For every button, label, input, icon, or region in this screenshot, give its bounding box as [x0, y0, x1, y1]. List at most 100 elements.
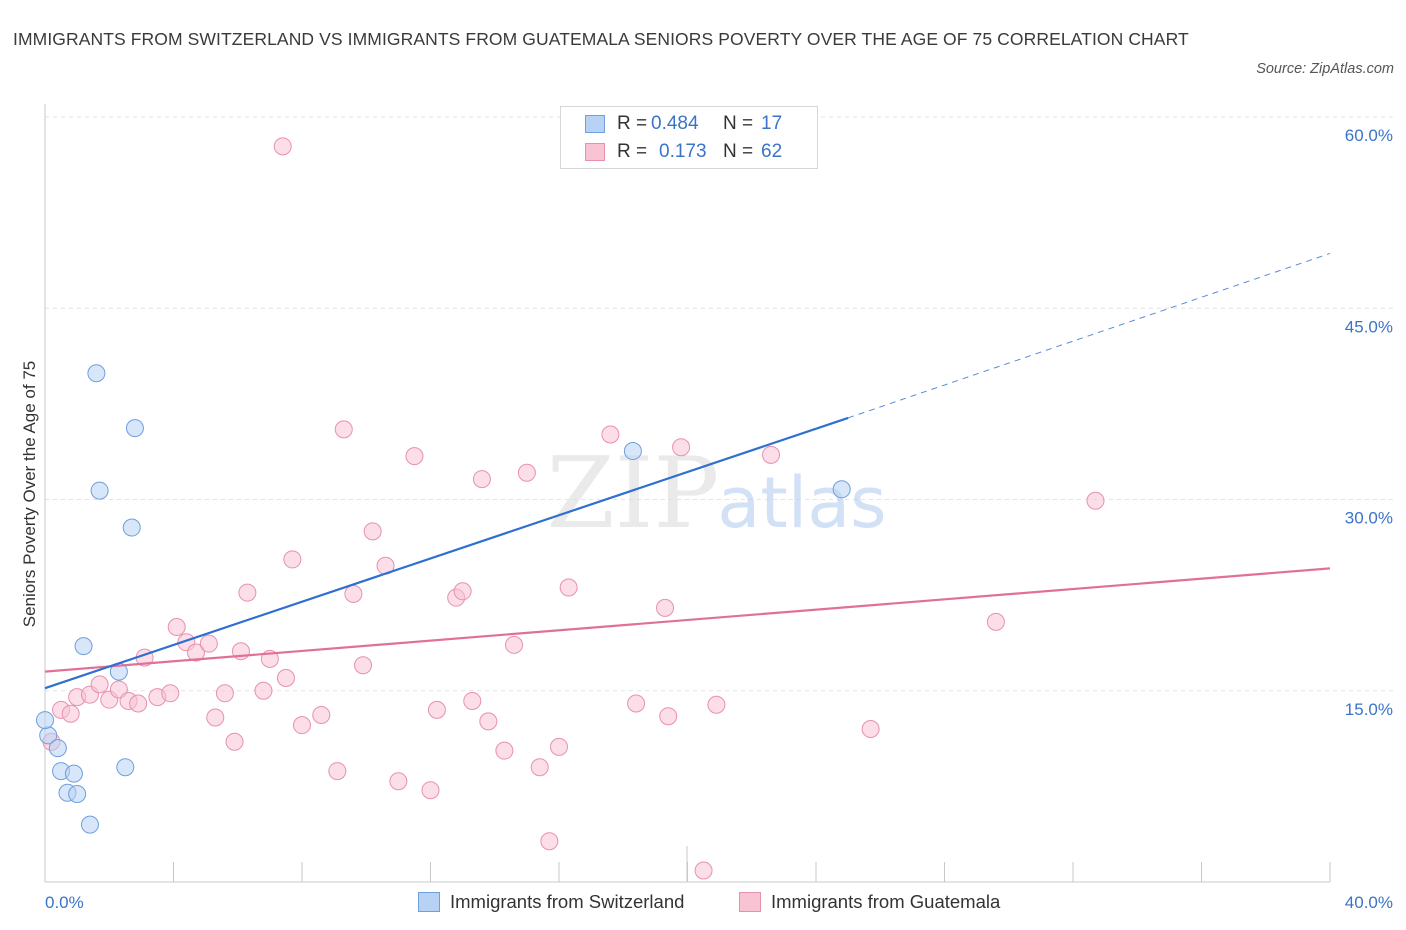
- point-guatemala: [421, 781, 440, 800]
- legend-n-value: 62: [761, 141, 783, 162]
- point-guatemala: [283, 550, 302, 569]
- point-guatemala: [479, 712, 498, 731]
- point-guatemala: [328, 762, 347, 781]
- point-guatemala: [61, 704, 80, 723]
- bottom-legend-label-switzerland: Immigrants from Switzerland: [450, 891, 685, 912]
- point-guatemala: [167, 618, 186, 636]
- point-switzerland: [122, 518, 141, 537]
- trend-line-switzerland-extension: [847, 252, 1331, 419]
- point-guatemala: [354, 656, 373, 675]
- point-guatemala: [707, 695, 726, 714]
- y-tick-label: 30.0%: [1345, 509, 1393, 528]
- bottom-legend-swatch-guatemala: [739, 892, 761, 912]
- legend-swatch-guatemala: [585, 143, 605, 161]
- legend-swatch-switzerland: [585, 115, 605, 133]
- legend-n-value: 17: [761, 113, 783, 134]
- point-guatemala: [405, 447, 424, 466]
- point-guatemala: [199, 634, 218, 653]
- point-guatemala: [90, 675, 109, 694]
- point-guatemala: [694, 861, 713, 880]
- point-guatemala: [1086, 491, 1105, 510]
- point-guatemala: [389, 772, 408, 791]
- legend-r-label: R =: [617, 141, 648, 162]
- point-guatemala: [129, 694, 148, 713]
- point-guatemala: [672, 438, 691, 457]
- grid-layer: [45, 116, 1395, 692]
- point-guatemala: [505, 635, 524, 654]
- point-guatemala: [427, 700, 446, 719]
- point-guatemala: [109, 680, 128, 699]
- point-switzerland: [87, 364, 106, 383]
- legend-r-value: 0.173: [659, 141, 707, 162]
- series-guatemala-points: [42, 137, 1105, 880]
- y-tick-label: 15.0%: [1345, 700, 1393, 719]
- point-guatemala: [186, 643, 205, 662]
- bottom-legend-switzerland: Immigrants from Switzerland: [418, 889, 684, 915]
- point-switzerland: [36, 711, 54, 730]
- legend-r-value: 0.484: [651, 113, 699, 134]
- point-guatemala: [627, 694, 646, 713]
- y-axis-title: Seniors Poverty Over the Age of 75: [20, 361, 39, 627]
- point-guatemala: [986, 612, 1005, 631]
- point-switzerland: [116, 758, 135, 777]
- legend-row-guatemala: R = 0.173 N = 62: [585, 140, 782, 164]
- point-switzerland: [623, 442, 642, 461]
- legend-r-label: R =: [617, 113, 648, 134]
- point-switzerland: [68, 785, 87, 804]
- legend-n-label: N =: [723, 141, 754, 162]
- point-guatemala: [312, 705, 331, 724]
- axis-layer: [44, 104, 1331, 883]
- axis-labels: 15.0% 30.0% 45.0% 60.0% 0.0% 40.0%: [45, 126, 1393, 912]
- point-guatemala: [363, 522, 382, 541]
- trend-line-switzerland: [44, 416, 849, 690]
- point-switzerland: [74, 637, 93, 656]
- chart-title: IMMIGRANTS FROM SWITZERLAND VS IMMIGRANT…: [13, 29, 1189, 49]
- chart-source: Source: ZipAtlas.com: [1256, 61, 1394, 77]
- point-guatemala: [238, 583, 257, 602]
- point-guatemala: [463, 691, 482, 710]
- y-tick-label: 60.0%: [1345, 126, 1393, 145]
- point-guatemala: [762, 445, 781, 464]
- legend-n-label: N =: [723, 113, 754, 134]
- point-switzerland: [48, 739, 67, 758]
- point-guatemala: [861, 720, 880, 738]
- trend-lines: [44, 252, 1331, 690]
- point-guatemala: [206, 708, 225, 727]
- point-guatemala: [559, 578, 578, 597]
- bottom-legend-guatemala: Immigrants from Guatemala: [739, 889, 1000, 915]
- point-switzerland: [125, 419, 144, 438]
- point-guatemala: [472, 470, 491, 489]
- point-guatemala: [161, 684, 180, 703]
- point-guatemala: [334, 420, 353, 439]
- point-guatemala: [293, 716, 311, 735]
- point-guatemala: [276, 669, 295, 687]
- point-guatemala: [254, 681, 273, 700]
- point-switzerland: [64, 764, 83, 783]
- point-guatemala: [225, 732, 244, 751]
- point-guatemala: [601, 425, 620, 444]
- point-guatemala: [659, 707, 678, 726]
- point-guatemala: [656, 598, 675, 617]
- watermark-atlas: atlas: [717, 462, 886, 544]
- x-tick-label: 40.0%: [1345, 893, 1393, 912]
- point-guatemala: [215, 684, 234, 703]
- point-switzerland: [90, 481, 109, 500]
- stats-legend: R = 0.484 N = 17 R = 0.173 N = 62: [560, 106, 818, 169]
- legend-row-switzerland: R = 0.484 N = 17: [585, 112, 782, 136]
- point-guatemala: [453, 582, 472, 601]
- point-guatemala: [273, 137, 292, 156]
- point-guatemala: [344, 584, 363, 603]
- y-tick-label: 45.0%: [1345, 317, 1393, 336]
- point-guatemala: [530, 758, 549, 777]
- point-switzerland: [832, 480, 851, 499]
- trend-line-guatemala: [44, 567, 1331, 673]
- series-switzerland-points: [36, 364, 851, 834]
- x-tick-label: 0.0%: [45, 893, 84, 912]
- point-guatemala: [517, 463, 536, 482]
- point-guatemala: [540, 832, 559, 851]
- watermark: ZIP atlas: [547, 437, 887, 551]
- point-guatemala: [550, 737, 568, 756]
- bottom-legend-swatch-switzerland: [418, 892, 440, 912]
- bottom-legend-label-guatemala: Immigrants from Guatemala: [771, 891, 1001, 912]
